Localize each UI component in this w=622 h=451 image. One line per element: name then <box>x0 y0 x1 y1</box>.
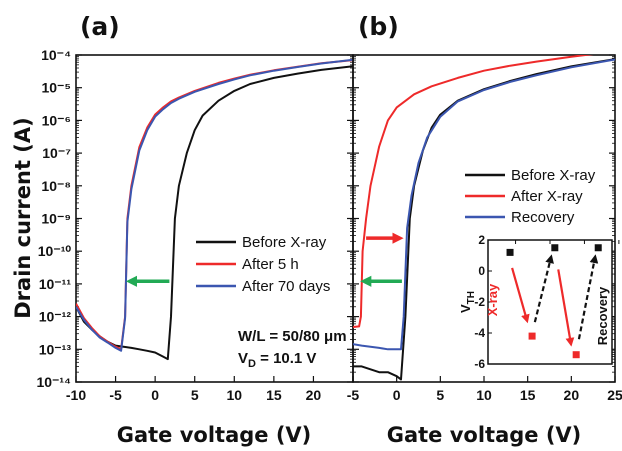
inset-recovery-label: Recovery <box>595 286 610 345</box>
y-tick-label: 10⁻⁶ <box>42 112 71 128</box>
x-tick-label-b: 10 <box>476 387 492 403</box>
x-tick-label-b: 15 <box>520 387 536 403</box>
series-line <box>76 58 353 352</box>
inset-y-tick-label: 0 <box>478 264 485 278</box>
y-tick-label: 10⁻¹² <box>39 309 72 325</box>
y-tick-label: 10⁻⁷ <box>42 145 71 161</box>
y-tick-label: 10⁻⁹ <box>41 211 71 227</box>
vth-point <box>551 244 559 252</box>
legend-label: Before X-ray <box>242 234 327 251</box>
inset-y-tick-label: 2 <box>478 233 485 247</box>
legend-a: Before X-ray After 5 h After 70 days <box>196 234 330 295</box>
x-tick-label-a: -10 <box>66 387 86 403</box>
xray-arrow <box>557 269 575 347</box>
series-group-a <box>76 58 353 361</box>
series-line <box>76 65 353 361</box>
vd-annotation: VD = 10.1 V <box>238 350 316 370</box>
x-tick-label-a: 0 <box>151 387 159 403</box>
legend-label: Before X-ray <box>511 167 596 184</box>
inset-y-axis-title: VTH <box>458 291 477 313</box>
recovery-arrow <box>577 254 599 340</box>
x-axis-title-a: Gate voltage (V) <box>117 423 312 447</box>
vth-point <box>506 248 514 256</box>
inset-xray-label: X-ray <box>485 283 500 316</box>
legend-label: After X-ray <box>511 188 583 205</box>
x-tick-label-a: 5 <box>191 387 199 403</box>
x-tick-label-a: -5 <box>109 387 122 403</box>
x-tick-label-b: 25 <box>607 387 622 403</box>
vd-prefix: V <box>238 350 248 367</box>
legend-b: Before X-ray After X-ray Recovery <box>465 167 596 226</box>
inset-y-title-v: V <box>458 304 473 313</box>
series-line <box>353 58 615 351</box>
vd-value: = 10.1 V <box>256 350 316 367</box>
y-tick-label: 10⁻⁸ <box>41 178 71 194</box>
y-tick-label: 10⁻¹⁰ <box>38 243 72 259</box>
series-group-b <box>353 55 615 381</box>
inset-y-tick-label: -6 <box>474 357 485 371</box>
x-axis-title-b: Gate voltage (V) <box>387 423 582 447</box>
x-tick-label-b: -5 <box>347 387 360 403</box>
panel-b-label: (b) <box>358 12 399 41</box>
legend-label: After 5 h <box>242 256 299 273</box>
y-tick-label: 10⁻⁴ <box>41 47 71 63</box>
y-tick-label: 10⁻¹¹ <box>39 276 72 292</box>
vth-point <box>594 244 602 252</box>
x-tick-label-b: 20 <box>564 387 580 403</box>
vth-point <box>572 351 580 359</box>
recovery-arrow <box>533 254 554 323</box>
legend-label: After 70 days <box>242 278 330 295</box>
x-tick-label-b: 5 <box>436 387 444 403</box>
device-annotation: W/L = 50/80 μm VD = 10.1 V <box>238 328 347 370</box>
y-tick-label: 10⁻¹⁴ <box>36 374 71 390</box>
x-tick-label-a: 10 <box>226 387 242 403</box>
panel-a-label: (a) <box>80 12 120 41</box>
vth-inset: 2 0 -2 -4 -6 VTH X-ray Recovery <box>458 233 620 371</box>
inset-y-tick-label: -4 <box>474 326 485 340</box>
inset-y-title-sub: TH <box>466 291 477 304</box>
vd-sub: D <box>248 358 256 370</box>
inset-y-tick-label: -2 <box>474 295 485 309</box>
x-tick-label-a: 15 <box>266 387 282 403</box>
y-tick-label: 10⁻⁵ <box>41 80 71 96</box>
wl-annotation: W/L = 50/80 μm <box>238 328 347 345</box>
vth-point <box>528 332 536 340</box>
series-line <box>353 55 594 328</box>
x-tick-label-a: 20 <box>306 387 322 403</box>
y-tick-label: 10⁻¹³ <box>39 341 72 357</box>
panel-a-axes: -10 -5 0 5 10 15 20 10⁻¹⁴ 10⁻¹³ 10⁻¹² 10⁻¹¹ 10⁻¹⁰ 10… <box>36 47 354 403</box>
y-axis-title: Drain current (A) <box>11 117 35 319</box>
xray-arrow <box>511 267 530 324</box>
x-tick-label-b: 0 <box>393 387 401 403</box>
legend-label: Recovery <box>511 209 575 226</box>
